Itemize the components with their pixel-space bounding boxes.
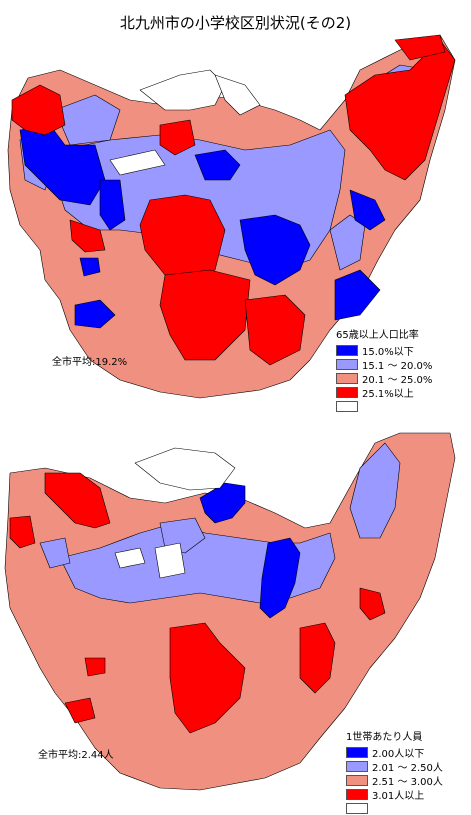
district-blue — [199, 482, 246, 524]
district-red — [159, 269, 251, 361]
legend-swatch — [346, 760, 368, 772]
legend-title: 65歳以上人口比率 — [336, 330, 419, 341]
legend-item: 3.01人以上 — [346, 787, 443, 802]
legend-label: 2.01 ～ 2.50人 — [372, 762, 443, 774]
district-red — [64, 697, 96, 724]
map1-legend: 65歳以上人口比率 15.0%以下 15.1 ～ 20.0% 20.1 ～ 25.0… — [336, 326, 432, 413]
map2-legend: 1世帯あたり人員 2.00人以下 2.01 ～ 2.50人 2.51 ～ 3.00人… — [346, 728, 443, 815]
legend-swatch — [346, 802, 368, 814]
page-title: 北九州市の小学校区別状況(その2) — [119, 14, 352, 32]
legend-swatch — [346, 788, 368, 800]
legend-item: 2.01 ～ 2.50人 — [346, 759, 443, 774]
legend-label: 2.00人以下 — [372, 748, 425, 760]
legend-item: 25.1%以上 — [336, 385, 432, 400]
district-empty — [134, 447, 236, 491]
legend-swatch — [346, 774, 368, 786]
district-blue — [79, 257, 101, 277]
map-elderly-ratio — [7, 34, 456, 399]
district-light — [329, 214, 366, 271]
district-red — [69, 219, 106, 253]
map-household-size — [4, 432, 456, 791]
legend-rows: 15.0%以下 15.1 ～ 20.0% 20.1 ～ 25.0% 25.1%以上 — [336, 343, 432, 413]
district-light — [39, 537, 71, 569]
legend-label: 20.1 ～ 25.0% — [362, 374, 433, 386]
legend-item: 15.1 ～ 20.0% — [336, 357, 433, 372]
district-blue — [349, 189, 386, 231]
legend-label: 25.1%以上 — [362, 388, 414, 400]
district-red — [11, 84, 66, 136]
legend-swatch — [336, 344, 358, 356]
district-blue — [74, 299, 116, 329]
district-light — [349, 442, 401, 539]
district-blue — [334, 269, 381, 321]
legend-swatch — [346, 746, 368, 758]
district-blue — [99, 179, 126, 231]
district-red — [244, 294, 306, 366]
legend-item: 15.0%以下 — [336, 343, 432, 358]
district-red — [344, 39, 456, 181]
district-red — [44, 472, 111, 529]
legend-label: 2.51 ～ 3.00人 — [372, 776, 443, 788]
district-red — [299, 622, 336, 694]
legend-label: 3.01人以上 — [372, 790, 425, 802]
legend-label: 15.1 ～ 20.0% — [362, 360, 433, 372]
district-red — [9, 515, 36, 549]
legend-label: 15.0%以下 — [362, 346, 414, 358]
district-empty — [214, 74, 261, 116]
district-red — [159, 119, 196, 156]
legend-swatch — [336, 400, 358, 412]
district-red — [169, 622, 246, 734]
legend-rows: 2.00人以下 2.01 ～ 2.50人 2.51 ～ 3.00人 3.01人以上 — [346, 745, 443, 815]
map1-average-label: 全市平均:19.2% — [52, 357, 128, 368]
district-light — [54, 94, 121, 146]
legend-swatch — [336, 358, 358, 370]
district-empty — [139, 69, 226, 111]
legend-item: 20.1 ～ 25.0% — [336, 371, 433, 386]
map2-average-label: 全市平均:2.44人 — [38, 750, 114, 761]
legend-item — [346, 801, 443, 815]
district-blue — [19, 124, 106, 206]
district-blue — [259, 537, 301, 619]
district-empty — [109, 149, 166, 176]
district-blue — [239, 214, 311, 286]
legend-swatch — [336, 386, 358, 398]
legend-item — [336, 399, 432, 413]
legend-swatch — [336, 372, 358, 384]
district-empty — [154, 542, 186, 579]
district-empty — [114, 547, 146, 569]
district-red — [359, 587, 386, 621]
legend-title: 1世帯あたり人員 — [346, 732, 423, 743]
legend-item: 2.00人以下 — [346, 745, 443, 760]
district-red — [394, 34, 446, 61]
legend-item: 2.51 ～ 3.00人 — [346, 773, 443, 788]
district-red — [84, 657, 106, 677]
district-blue — [194, 149, 241, 181]
district-light — [159, 517, 206, 554]
